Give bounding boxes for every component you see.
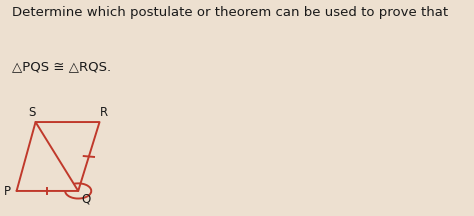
Text: △PQS ≅ △RQS.: △PQS ≅ △RQS. <box>12 60 111 73</box>
Text: R: R <box>100 106 109 119</box>
Text: P: P <box>4 185 10 198</box>
Text: Q: Q <box>81 192 91 205</box>
Text: S: S <box>28 106 36 119</box>
Text: Determine which postulate or theorem can be used to prove that: Determine which postulate or theorem can… <box>12 6 448 19</box>
